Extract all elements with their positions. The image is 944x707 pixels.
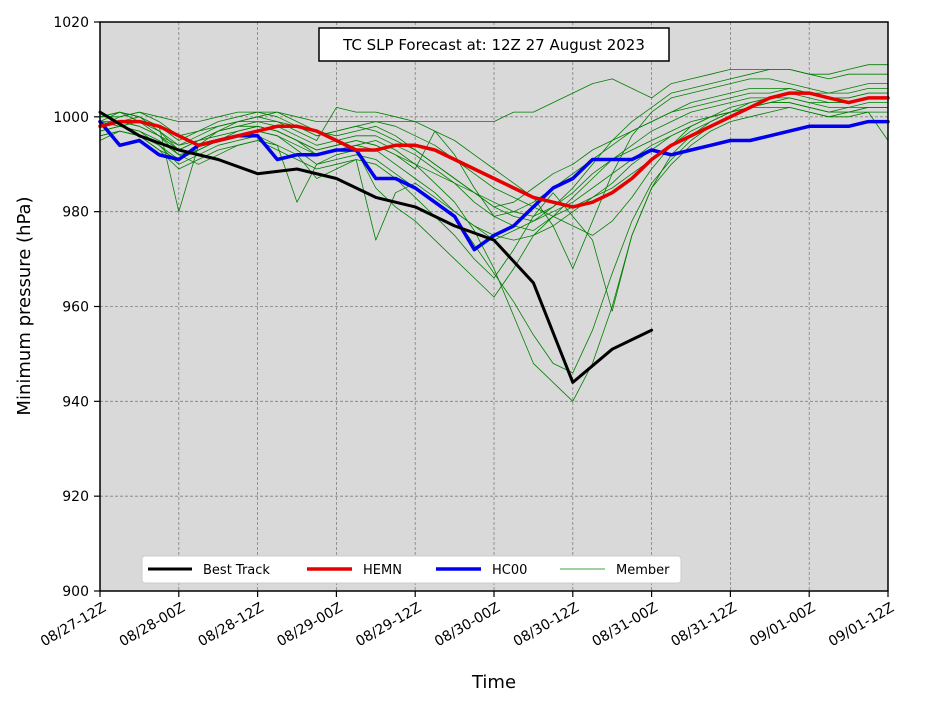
- y-tick-label: 960: [62, 300, 89, 316]
- x-tick-label: 08/31-00Z: [590, 600, 661, 650]
- series-line-member-10: [99, 64, 889, 127]
- legend-label-hemn: HEMN: [363, 563, 402, 578]
- series-line-member-8: [99, 107, 889, 312]
- chart-title-box: TC SLP Forecast at: 12Z 27 August 2023: [318, 27, 670, 62]
- series-layer: [98, 64, 890, 402]
- series-line-hemn: [98, 91, 890, 209]
- x-axis-label: Time: [471, 672, 516, 693]
- x-tick-label: 08/29-12Z: [353, 600, 424, 650]
- chart-title: TC SLP Forecast at: 12Z 27 August 2023: [342, 36, 645, 54]
- y-tick-label: 900: [62, 584, 89, 600]
- x-tick-label: 08/28-12Z: [196, 600, 267, 650]
- legend: Best Track HEMN HC00 Member: [141, 555, 682, 584]
- x-tick-label: 08/30-00Z: [432, 600, 503, 650]
- x-tick-label: 09/01-12Z: [826, 600, 897, 650]
- legend-box: [141, 555, 682, 584]
- y-tick-label: 940: [62, 394, 89, 410]
- y-tick-label: 1000: [53, 110, 89, 126]
- y-tick-label: 980: [62, 205, 89, 221]
- x-tick-label: 08/30-12Z: [511, 600, 582, 650]
- x-tick-label: 08/31-12Z: [668, 600, 739, 650]
- y-tick-label: 1020: [53, 15, 89, 31]
- legend-label-member: Member: [616, 563, 670, 578]
- grid: [100, 22, 888, 591]
- series-line-best-track: [98, 110, 654, 384]
- series-line-member-15: [99, 97, 889, 232]
- legend-label-hc00: HC00: [492, 563, 527, 578]
- x-tick-label: 09/01-00Z: [747, 600, 818, 650]
- series-line-member-16: [99, 107, 889, 217]
- x-tick-label: 08/27-12Z: [38, 600, 109, 650]
- y-axis-label: Minimum pressure (hPa): [14, 196, 35, 415]
- series-line-member-12: [99, 88, 889, 208]
- y-tick-label: 920: [62, 489, 89, 505]
- legend-label-best-track: Best Track: [203, 563, 270, 578]
- x-tick-label: 08/28-00Z: [117, 600, 188, 650]
- x-tick-label: 08/29-00Z: [274, 600, 345, 650]
